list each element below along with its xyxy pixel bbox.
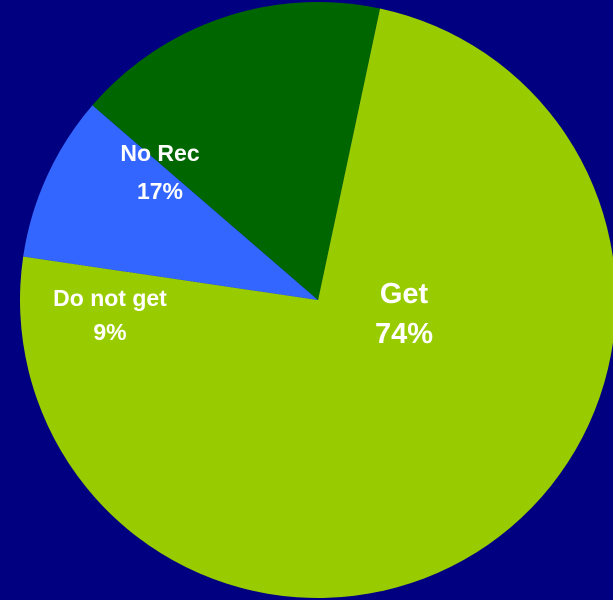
pie-slices [20,1,613,598]
slice-value-no-rec: 17% [137,178,183,204]
pie-slice-get [20,8,613,598]
slice-label-get: Get [380,278,429,310]
pie-slice-do-not-get [23,105,318,300]
slice-label-do-not-get: Do not get [53,285,167,311]
slice-value-do-not-get: 9% [93,319,126,345]
slice-value-get: 74% [375,318,433,350]
slice-label-no-rec: No Rec [120,140,199,166]
pie-slice-no-rec [92,1,380,300]
pie-labels: Get 74% Do not get 9% No Rec 17% [53,140,433,350]
